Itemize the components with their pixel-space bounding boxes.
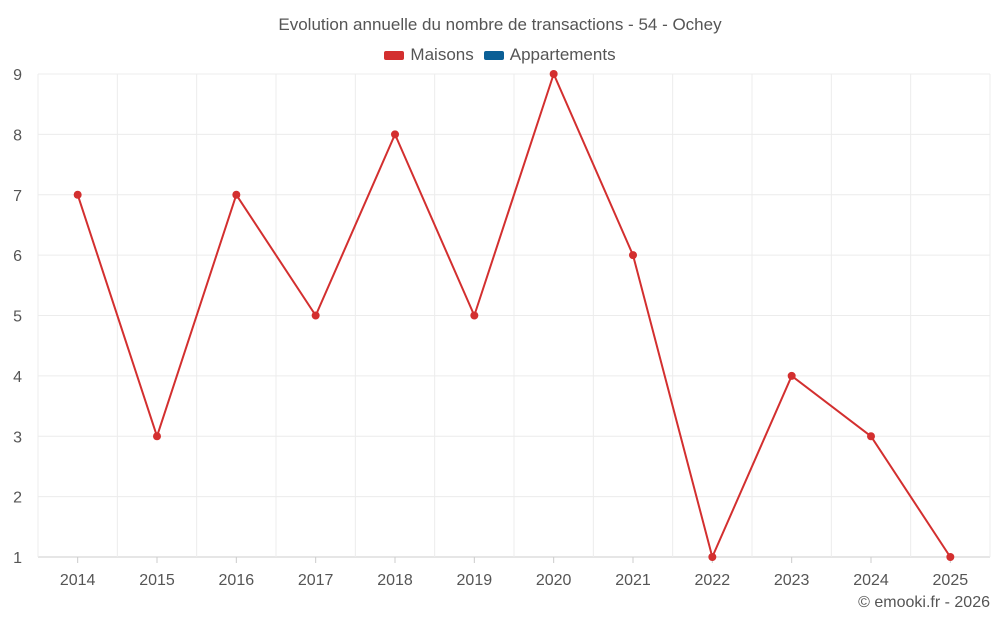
- x-tick-label: 2021: [615, 572, 651, 589]
- y-tick-label: 6: [13, 248, 22, 265]
- x-tick-label: 2017: [298, 572, 334, 589]
- x-tick-label: 2014: [60, 572, 96, 589]
- series-line-maisons: [76, 73, 952, 558]
- data-point[interactable]: [946, 553, 955, 561]
- data-point[interactable]: [549, 70, 558, 78]
- y-tick-label: 5: [13, 309, 22, 326]
- x-tick-label: 2024: [853, 572, 889, 589]
- x-tick-label: 2023: [774, 572, 810, 589]
- chart-title: Evolution annuelle du nombre de transact…: [278, 15, 722, 34]
- x-tick-label: 2018: [377, 572, 413, 589]
- legend-item-maisons[interactable]: Maisons: [384, 45, 474, 65]
- y-tick-label: 1: [13, 550, 22, 567]
- y-tick-label: 7: [13, 188, 22, 205]
- x-tick-label: 2019: [457, 572, 493, 589]
- legend-label-appartements: Appartements: [509, 45, 616, 64]
- x-tick-label: 2015: [139, 572, 175, 589]
- x-tick-label: 2016: [219, 572, 255, 589]
- data-point[interactable]: [708, 553, 717, 561]
- legend-swatch-maisons: [384, 50, 405, 60]
- credit-text: © emooki.fr - 2026: [858, 594, 990, 611]
- x-tick-label: 2022: [695, 572, 731, 589]
- data-point[interactable]: [153, 432, 161, 441]
- y-tick-label: 4: [13, 369, 22, 386]
- data-point[interactable]: [73, 190, 82, 199]
- data-point[interactable]: [787, 371, 796, 380]
- x-tick-label: 2020: [536, 572, 572, 589]
- data-point[interactable]: [867, 432, 875, 441]
- data-point[interactable]: [311, 311, 320, 320]
- data-point[interactable]: [470, 311, 479, 320]
- legend-item-appartements[interactable]: Appartements: [483, 45, 616, 65]
- legend-swatch-appartements: [483, 50, 504, 60]
- y-tick-label: 3: [13, 429, 22, 446]
- y-tick-label: 2: [13, 490, 22, 507]
- x-tick-label: 2025: [933, 572, 969, 589]
- y-tick-label: 8: [13, 127, 22, 144]
- chart-legend: Maisons Appartements: [0, 45, 1000, 65]
- data-point[interactable]: [391, 130, 399, 139]
- legend-label-maisons: Maisons: [410, 45, 474, 64]
- y-tick-label: 9: [13, 67, 22, 84]
- data-point[interactable]: [629, 251, 637, 260]
- data-point[interactable]: [232, 190, 241, 199]
